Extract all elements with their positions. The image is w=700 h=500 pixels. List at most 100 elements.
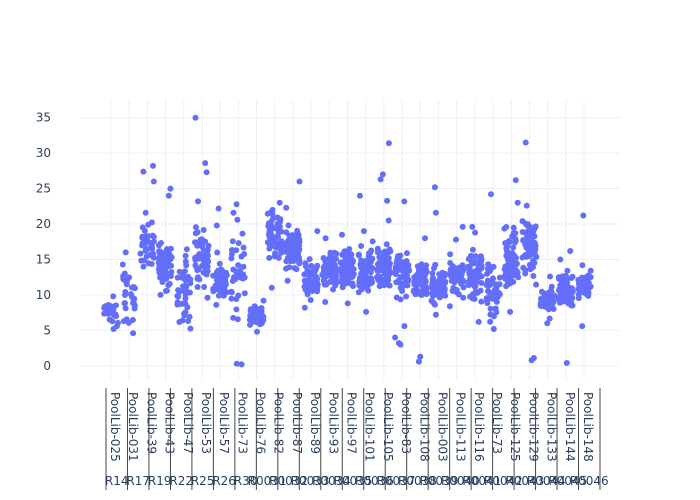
data-point (523, 244, 530, 251)
data-point (567, 248, 574, 254)
data-point (127, 291, 134, 298)
data-point (167, 185, 174, 192)
y-tick-label: 15 (36, 252, 51, 266)
data-point (302, 260, 309, 267)
data-point (475, 264, 482, 271)
data-point (344, 300, 351, 307)
data-point (174, 274, 181, 281)
data-point (195, 274, 201, 281)
data-point (393, 294, 400, 301)
data-point (448, 277, 455, 284)
data-point (415, 358, 422, 365)
data-point (241, 251, 248, 257)
x-tick-label: PoolLib-43 (163, 392, 177, 454)
data-point (417, 288, 423, 295)
data-point (538, 288, 545, 295)
x-tick-label: PoolLib-129 (526, 392, 540, 462)
data-point (110, 326, 117, 332)
data-point (364, 261, 371, 268)
data-point (123, 281, 130, 288)
data-point (514, 199, 521, 206)
data-point (401, 198, 408, 205)
data-point (566, 299, 573, 306)
data-point (385, 140, 392, 147)
data-point (306, 256, 313, 263)
data-point (329, 266, 336, 273)
data-point (312, 279, 319, 286)
data-point (320, 255, 327, 261)
data-point (235, 262, 242, 269)
data-point (340, 282, 347, 289)
x-group-label: R0038 (398, 474, 437, 488)
data-point (338, 277, 345, 284)
x-tick-label: PoolLib-113 (454, 392, 468, 462)
data-point (301, 304, 308, 311)
data-point (556, 275, 562, 282)
data-point (358, 257, 365, 264)
data-point (446, 303, 453, 310)
data-point (140, 263, 147, 270)
data-point (472, 253, 479, 260)
data-point (304, 291, 311, 298)
x-group-label: R17 (126, 474, 150, 488)
data-point (470, 290, 477, 297)
data-point (419, 265, 426, 272)
data-point (268, 284, 275, 291)
data-point (401, 282, 408, 289)
data-point (275, 254, 282, 261)
data-point (531, 233, 538, 240)
data-point (374, 274, 380, 281)
x-group-label: R0041 (462, 474, 501, 488)
data-point (175, 287, 182, 294)
data-point (278, 240, 285, 247)
data-point (301, 271, 308, 278)
data-point (291, 265, 298, 271)
x-group-label: R0043 (505, 474, 544, 488)
data-point (531, 240, 538, 246)
x-tick-label: PoolLib-101 (363, 392, 377, 462)
data-point (323, 267, 330, 274)
x-tick-label: PoolLib-39 (144, 392, 158, 454)
data-point (414, 263, 421, 270)
data-point (306, 272, 313, 279)
data-point (401, 323, 408, 330)
data-point (375, 248, 382, 255)
data-point (223, 272, 230, 279)
data-point (350, 258, 356, 265)
data-point (530, 226, 537, 233)
data-point (253, 319, 260, 326)
data-point (377, 176, 384, 183)
y-tick-label: 35 (36, 111, 51, 125)
data-point (460, 294, 467, 301)
data-point (562, 272, 569, 279)
data-point (403, 272, 410, 278)
data-point (201, 284, 208, 290)
data-point (283, 204, 290, 211)
data-point (343, 250, 350, 256)
data-point (540, 297, 547, 304)
y-axis-ticks: 0 5 10 15 20 25 30 35 (36, 111, 51, 373)
data-point (254, 328, 260, 335)
x-group-label: R0042 (484, 474, 523, 488)
data-point (239, 230, 246, 237)
data-point (194, 284, 201, 290)
x-tick-label: PoolLib-87 (290, 392, 304, 454)
data-point (192, 224, 199, 231)
data-point (484, 270, 491, 277)
data-point (215, 205, 222, 212)
data-point (523, 251, 530, 258)
data-point (477, 287, 484, 294)
data-point (386, 282, 393, 289)
data-point (490, 275, 496, 282)
data-point (510, 244, 517, 251)
data-point (270, 236, 277, 243)
x-tick-label: PoolLib-73 (490, 392, 504, 454)
data-point (325, 261, 332, 268)
data-point (363, 266, 370, 272)
data-point (393, 279, 400, 286)
data-point (187, 280, 194, 287)
data-point (363, 308, 370, 315)
data-point (512, 230, 519, 237)
data-point (149, 252, 155, 259)
x-tick-label: PoolLib-57 (217, 392, 231, 454)
